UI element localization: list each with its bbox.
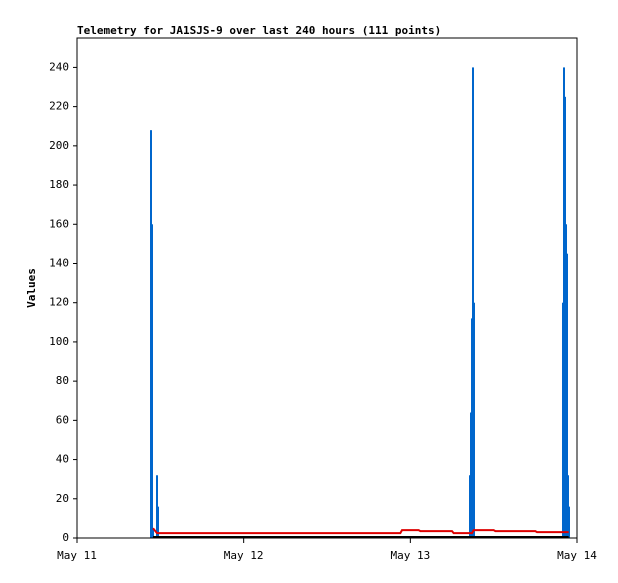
y-tick-label: 180 xyxy=(49,178,69,191)
y-tick-label: 200 xyxy=(49,139,69,152)
line-series xyxy=(152,527,569,535)
impulse-bar xyxy=(566,253,568,538)
y-tick-label: 220 xyxy=(49,100,69,113)
x-tick-label: May 12 xyxy=(224,549,264,562)
impulse-bar xyxy=(152,528,154,538)
y-axis-label: Values xyxy=(25,268,38,308)
y-tick-label: 0 xyxy=(62,531,69,544)
y-tick-label: 160 xyxy=(49,217,69,230)
y-tick-label: 100 xyxy=(49,335,69,348)
x-tick-label: May 14 xyxy=(557,549,597,562)
y-tick-label: 120 xyxy=(49,296,69,309)
y-tick-label: 80 xyxy=(56,374,69,387)
x-tick-label: May 11 xyxy=(57,549,97,562)
plot-frame xyxy=(76,37,578,539)
impulse-bar xyxy=(568,506,570,538)
y-tick-label: 60 xyxy=(56,413,69,426)
x-tick-label: May 13 xyxy=(390,549,430,562)
impulse-bar xyxy=(151,224,153,538)
impulse-bar xyxy=(473,302,475,538)
y-tick-label: 240 xyxy=(49,60,69,73)
chart-title: Telemetry for JA1SJS-9 over last 240 hou… xyxy=(77,24,441,37)
y-tick-label: 20 xyxy=(56,492,69,505)
impulse-bar xyxy=(157,506,159,538)
y-tick-label: 140 xyxy=(49,256,69,269)
y-tick-label: 40 xyxy=(56,453,69,466)
